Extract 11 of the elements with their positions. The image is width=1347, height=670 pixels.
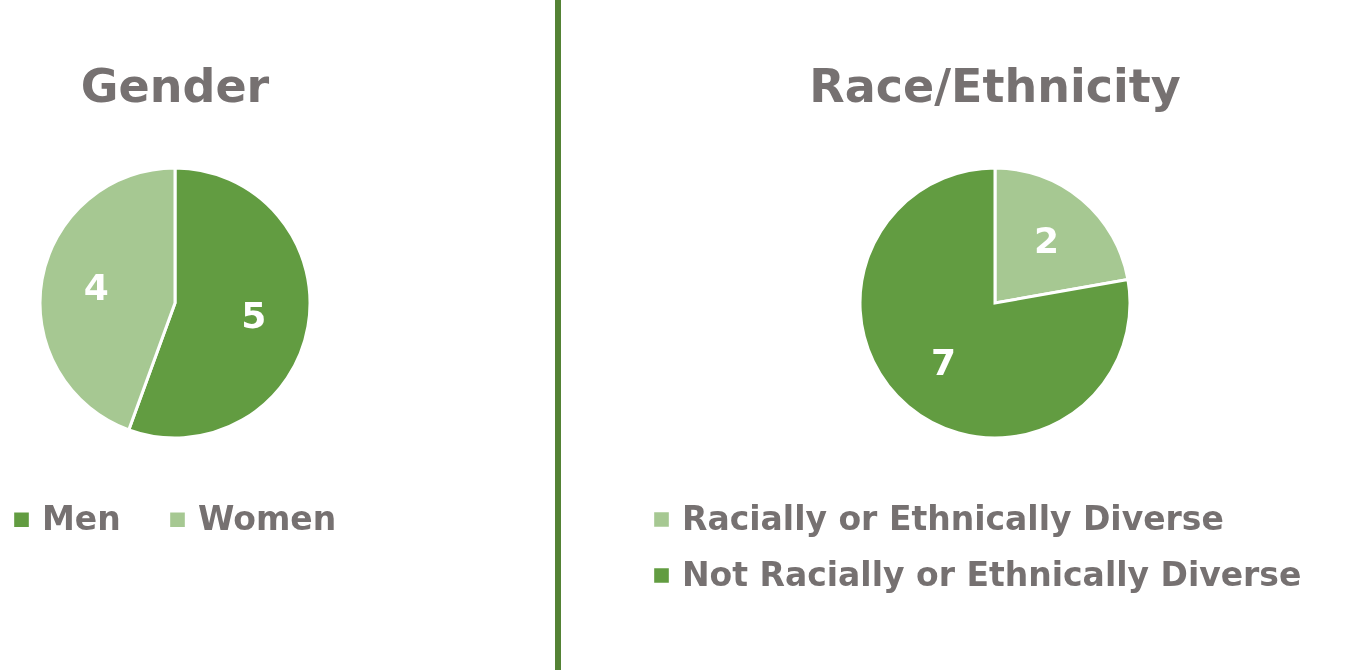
data-label: 5 <box>241 294 267 336</box>
chart-title: Gender <box>80 59 270 113</box>
data-label: 4 <box>83 267 109 309</box>
legend-label: Women <box>198 498 337 538</box>
legend-label: Racially or Ethnically Diverse <box>682 498 1224 538</box>
legend-label: Not Racially or Ethnically Diverse <box>682 554 1302 594</box>
data-label: 2 <box>1033 219 1059 261</box>
legend-label: Men <box>42 498 121 538</box>
chart-title: Race/Ethnicity <box>809 59 1181 113</box>
pie-slice <box>858 166 1132 440</box>
data-label: 7 <box>931 342 957 384</box>
